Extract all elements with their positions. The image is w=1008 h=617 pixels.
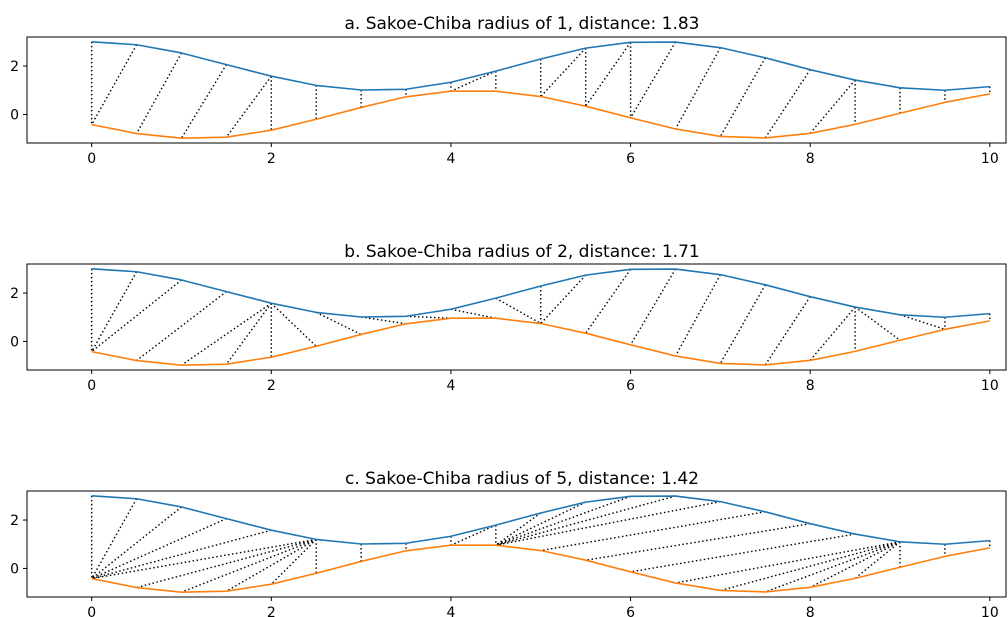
warping-connector-b (361, 316, 407, 325)
y-tick-label-c: 0 (10, 561, 19, 577)
warping-connector-a (135, 52, 183, 134)
plot-area-frame-c (26, 490, 1007, 598)
warping-connector-c (270, 538, 317, 585)
warping-connector-c (91, 538, 317, 580)
warping-connector-b (629, 268, 677, 346)
warping-connector-b (585, 268, 632, 334)
warping-connector-c (495, 512, 542, 546)
x-tick-label-a: 8 (806, 151, 815, 167)
y-tick-label-b: 2 (10, 286, 19, 302)
warping-connector-c (450, 524, 497, 546)
x-tick-label-a: 10 (981, 151, 999, 167)
x-tick-label-c: 8 (806, 605, 815, 617)
warping-connector-b (225, 302, 272, 365)
warping-connector-c (495, 500, 721, 546)
warping-connector-a (585, 41, 632, 107)
series-line-1-b (91, 268, 990, 319)
warping-connector-b (91, 279, 182, 353)
series-line-2-a (91, 90, 990, 139)
y-tick-label-b: 0 (10, 334, 19, 350)
warping-connector-c (854, 541, 901, 579)
subplot-b: b. Sakoe-Chiba radius of 2, distance: 1.… (10, 242, 1007, 394)
chart-title-a: a. Sakoe-Chiba radius of 1, distance: 1.… (344, 14, 699, 34)
x-tick-label-b: 6 (626, 378, 635, 394)
warping-connector-b (674, 274, 721, 357)
x-tick-label-b: 4 (446, 378, 455, 394)
warping-connector-b (719, 284, 766, 364)
series-line-2-b (91, 317, 990, 366)
warping-connector-c (91, 498, 138, 579)
x-tick-label-c: 2 (267, 605, 276, 617)
warping-connector-c (765, 541, 901, 593)
x-tick-label-a: 6 (626, 151, 635, 167)
warping-connector-a (91, 44, 138, 125)
warping-connector-c (136, 538, 317, 589)
x-tick-label-a: 0 (87, 151, 96, 167)
warping-connector-b (450, 308, 496, 319)
warping-connector-c (809, 541, 901, 588)
warping-connector-c (675, 541, 901, 584)
warping-connector-a (719, 57, 766, 137)
series-line-1-a (91, 41, 990, 92)
warping-connector-c (720, 541, 901, 592)
warping-connector-b (136, 291, 227, 362)
y-tick-label-c: 2 (10, 513, 19, 529)
warping-connector-b (91, 271, 138, 352)
warping-connector-c (585, 522, 811, 561)
series-line-1-c (91, 495, 990, 546)
warping-connector-b (405, 315, 451, 319)
y-tick-label-a: 2 (10, 59, 19, 75)
warping-connector-b (270, 302, 317, 347)
x-tick-label-a: 4 (446, 151, 455, 167)
x-tick-label-b: 2 (267, 378, 276, 394)
subplot-c: c. Sakoe-Chiba radius of 5, distance: 1.… (10, 469, 1007, 617)
warping-connector-c (495, 501, 586, 546)
subplot-a: a. Sakoe-Chiba radius of 1, distance: 1.… (10, 14, 1007, 167)
warping-connector-a (674, 47, 721, 130)
warping-connector-c (226, 538, 317, 592)
warping-connector-a (450, 70, 497, 92)
warping-connector-b (764, 296, 811, 366)
warping-connector-a (540, 47, 587, 98)
plot-area-frame-a (26, 36, 1007, 144)
warping-connector-b (181, 302, 272, 366)
x-tick-label-a: 2 (267, 151, 276, 167)
series-line-2-c (91, 544, 990, 593)
warping-connector-b (540, 274, 587, 325)
x-tick-label-c: 4 (446, 605, 455, 617)
warping-connector-b (854, 306, 901, 341)
warping-connector-c (91, 506, 182, 580)
warping-connector-a (629, 41, 677, 119)
chart-title-b: b. Sakoe-Chiba radius of 2, distance: 1.… (344, 242, 699, 262)
warping-connector-b (495, 297, 542, 325)
warping-connector-c (495, 495, 676, 546)
y-tick-label-a: 0 (10, 107, 19, 123)
x-tick-label-c: 10 (981, 605, 999, 617)
warping-connector-b (315, 311, 362, 336)
x-tick-label-b: 10 (981, 378, 999, 394)
warping-connector-c (630, 533, 856, 573)
warping-connector-c (540, 511, 766, 552)
warping-connector-a (764, 69, 811, 139)
warping-connector-a (225, 75, 272, 138)
x-tick-label-c: 0 (87, 605, 96, 617)
plot-area-frame-b (26, 263, 1007, 371)
x-tick-label-c: 6 (626, 605, 635, 617)
x-tick-label-b: 8 (806, 378, 815, 394)
chart-title-c: c. Sakoe-Chiba radius of 5, distance: 1.… (345, 469, 699, 489)
warping-connector-a (180, 64, 227, 139)
warping-connector-c (181, 538, 317, 593)
x-tick-label-b: 0 (87, 378, 96, 394)
warping-connector-c (91, 517, 227, 580)
warping-connector-c (91, 529, 272, 580)
